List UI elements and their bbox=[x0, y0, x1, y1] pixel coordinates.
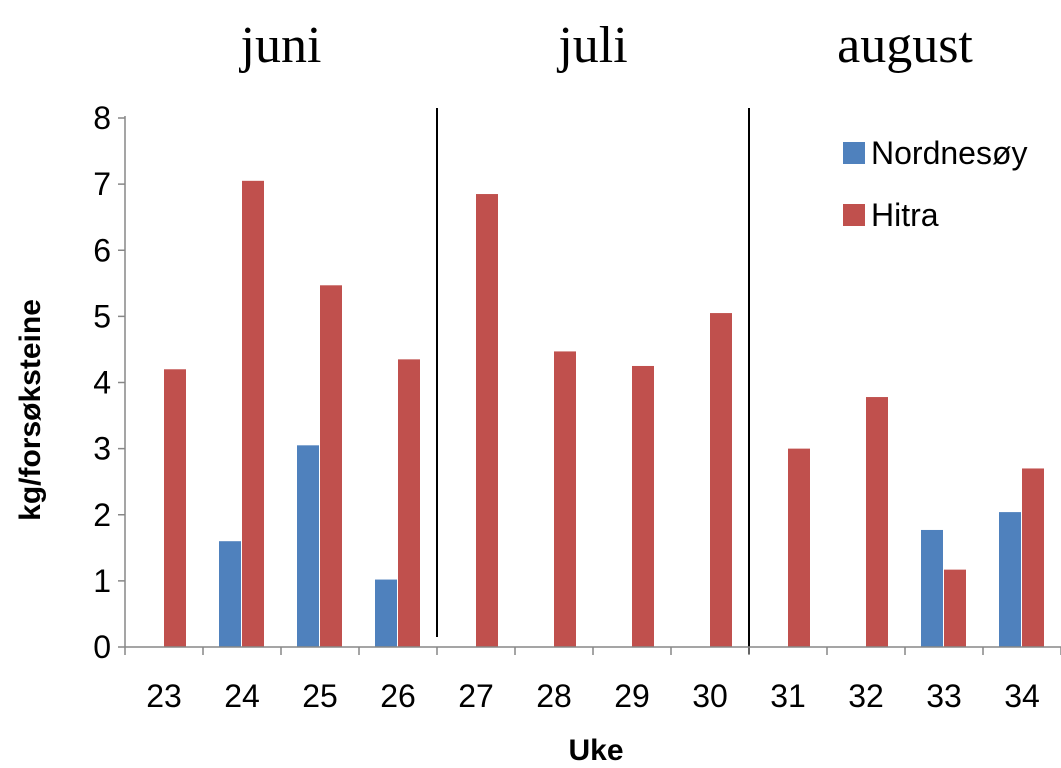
x-tick-label: 24 bbox=[224, 678, 260, 714]
x-tick-labels: 23 24 25 26 27 28 29 30 31 32 33 34 bbox=[146, 678, 1040, 714]
axes bbox=[118, 116, 1061, 655]
bar-hitra bbox=[788, 448, 810, 647]
x-tick-label: 28 bbox=[536, 678, 572, 714]
month-label: august bbox=[837, 17, 973, 74]
bar-hitra bbox=[242, 180, 264, 647]
bar-nordnesoy bbox=[219, 541, 241, 647]
x-axis-title: Uke bbox=[568, 734, 623, 767]
bar-hitra bbox=[554, 351, 576, 647]
y-tick-label: 3 bbox=[93, 431, 111, 467]
x-tick-label: 29 bbox=[614, 678, 650, 714]
legend-swatch bbox=[843, 142, 865, 164]
legend-label: Nordnesøy bbox=[871, 135, 1028, 171]
x-tick-label: 34 bbox=[1004, 678, 1040, 714]
bar-hitra bbox=[1022, 468, 1044, 647]
bar-hitra bbox=[866, 397, 888, 647]
x-tick-label: 30 bbox=[692, 678, 728, 714]
month-labels: juni juli august bbox=[239, 17, 974, 74]
bar-nordnesoy bbox=[921, 529, 943, 647]
y-tick-label: 5 bbox=[93, 298, 111, 334]
y-tick-labels: 0 1 2 3 4 5 6 7 8 bbox=[93, 100, 111, 665]
y-tick-label: 2 bbox=[93, 497, 111, 533]
x-tick-label: 25 bbox=[302, 678, 338, 714]
bars bbox=[164, 180, 1044, 647]
bar-hitra bbox=[320, 285, 342, 647]
bar-hitra bbox=[164, 369, 186, 647]
bar-nordnesoy bbox=[375, 579, 397, 647]
bar-hitra bbox=[944, 569, 966, 647]
x-tick-label: 27 bbox=[458, 678, 494, 714]
x-tick-label: 32 bbox=[848, 678, 884, 714]
y-tick-label: 0 bbox=[93, 629, 111, 665]
y-tick-label: 6 bbox=[93, 232, 111, 268]
bar-hitra bbox=[398, 359, 420, 647]
legend-swatch bbox=[843, 204, 865, 226]
bar-hitra bbox=[632, 365, 654, 647]
bar-hitra bbox=[710, 313, 732, 647]
y-tick-label: 7 bbox=[93, 166, 111, 202]
x-tick-label: 31 bbox=[770, 678, 806, 714]
x-tick-label: 26 bbox=[380, 678, 416, 714]
bar-nordnesoy bbox=[297, 445, 319, 647]
y-tick-label: 4 bbox=[93, 365, 111, 401]
bar-hitra bbox=[476, 194, 498, 647]
bar-nordnesoy bbox=[999, 512, 1021, 647]
legend: Nordnesøy Hitra bbox=[843, 135, 1028, 233]
y-axis-title: kg/forsøksteine bbox=[14, 299, 47, 521]
y-tick-label: 8 bbox=[93, 100, 111, 136]
legend-label: Hitra bbox=[871, 197, 939, 233]
month-label: juli bbox=[556, 17, 627, 74]
month-label: juni bbox=[239, 17, 322, 74]
x-tick-label: 23 bbox=[146, 678, 182, 714]
x-tick-label: 33 bbox=[926, 678, 962, 714]
y-tick-label: 1 bbox=[93, 563, 111, 599]
month-separators bbox=[436, 108, 750, 654]
